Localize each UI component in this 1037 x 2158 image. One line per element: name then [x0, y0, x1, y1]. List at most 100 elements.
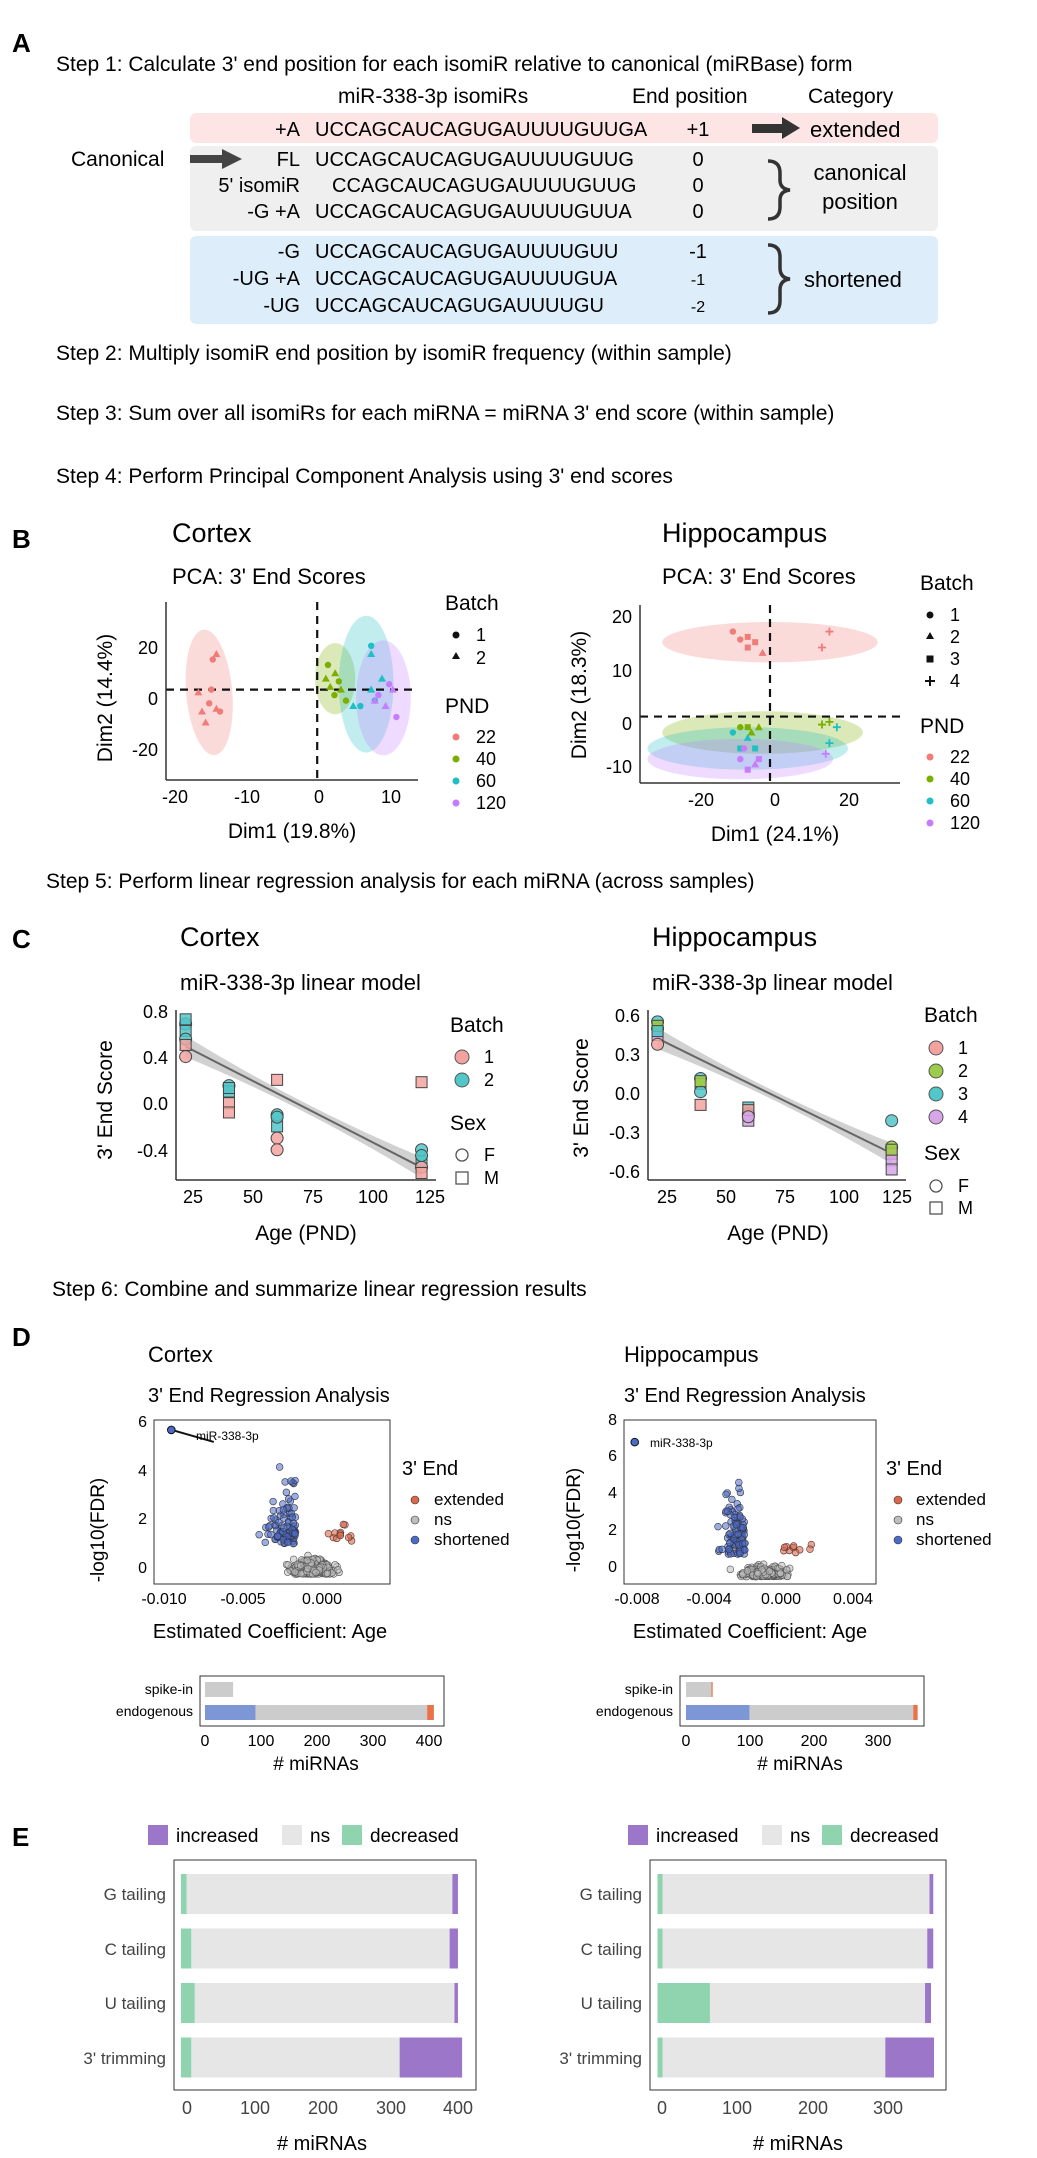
legend-label: increased [656, 1826, 738, 1847]
volcano-hippocampus: Hippocampus 3' End Regression Analysis -… [564, 1342, 992, 1775]
isomir-row: -UG +A UCCAGCAUCAGUGAUUUUGUA -1 [233, 268, 705, 290]
volcano-y-axis-label: -log10(FDR) [564, 1468, 585, 1573]
legend-swatch-icon [628, 1825, 648, 1845]
header-category: Category [808, 85, 894, 108]
legend-batch-icon [928, 1086, 944, 1102]
data-point [393, 713, 400, 721]
isomir-row: FL UCCAGCAUCAGUGAUUUUGUUG 0 [277, 149, 704, 171]
data-point [270, 1131, 284, 1145]
data-point [288, 1513, 297, 1521]
y-tick-label: -10 [606, 757, 632, 777]
bar-x-axis-label: # miRNAs [273, 1754, 359, 1775]
bar-segment [399, 2037, 463, 2078]
data-point [206, 700, 213, 707]
y-tick-label: 4 [608, 1485, 617, 1502]
panel-c: Step 5: Perform linear regression analys… [12, 870, 978, 1245]
data-point [303, 1556, 311, 1565]
legend-dot-icon [926, 819, 934, 827]
x-tick-label: 50 [243, 1187, 263, 1207]
data-point [275, 1518, 283, 1527]
row-label: 5' isomiR [218, 175, 300, 197]
row-end-position: -1 [691, 272, 705, 289]
y-tick-label: -0.6 [609, 1162, 640, 1182]
bar-category-label: U tailing [581, 1994, 642, 2013]
legend-label: 3 [950, 649, 960, 669]
data-point [304, 1564, 312, 1573]
data-point [776, 1569, 785, 1577]
data-point [734, 1505, 742, 1513]
pca-region-title: Cortex [172, 518, 252, 548]
y-tick-label: 6 [608, 1448, 617, 1465]
lm-marks [648, 1010, 906, 1180]
legend-label: ns [790, 1826, 810, 1847]
extended-box [190, 113, 938, 143]
data-point [349, 702, 358, 710]
legend-label: M [958, 1198, 973, 1218]
bar-segment [452, 1874, 458, 1914]
legend-dot-icon [893, 1515, 903, 1525]
bar-segment [657, 1874, 663, 1914]
bar-x-axis-label: # miRNAs [277, 2133, 367, 2155]
bar-category-label: U tailing [105, 1994, 166, 2013]
canonical-brace [767, 159, 791, 221]
bar-segment [180, 1983, 195, 2023]
lm-subtitle: miR-338-3p linear model [180, 970, 421, 995]
x-tick-label: -0.004 [686, 1591, 731, 1608]
data-point [722, 1522, 730, 1530]
bar-category-label: G tailing [104, 1885, 166, 1904]
data-point [651, 1025, 664, 1038]
confidence-ellipse [662, 622, 878, 663]
y-tick-label: 2 [608, 1522, 617, 1539]
data-point [825, 717, 834, 726]
category-shortened: shortened [804, 267, 902, 292]
row-label: FL [277, 149, 300, 171]
legend-batch-icon [454, 1049, 470, 1065]
data-point [296, 1561, 305, 1570]
legend-swatch-icon [822, 1825, 842, 1845]
data-point [758, 648, 767, 656]
legend-label: increased [176, 1826, 258, 1847]
pca-region-title: Hippocampus [662, 518, 827, 548]
legend-dot-icon [410, 1515, 420, 1525]
data-point [326, 682, 335, 690]
x-tick-label: 300 [360, 1733, 387, 1750]
pca-subtitle: PCA: 3' End Scores [662, 564, 856, 589]
data-point [651, 1037, 665, 1051]
y-tick-label: -20 [132, 740, 158, 760]
legend-label: 120 [950, 813, 980, 833]
legend-title: PND [445, 695, 489, 718]
y-tick-label: -0.3 [609, 1123, 640, 1143]
panel-b-letter: B [12, 524, 31, 554]
legend-batch-icon [928, 1063, 944, 1079]
bar-category-label: spike-in [145, 1681, 193, 1697]
data-point [832, 723, 841, 732]
legend-dot-icon [410, 1495, 420, 1505]
row-sequence: UCCAGCAUCAGUGAUUUUGUU [315, 241, 618, 263]
pca-cortex: Cortex PCA: 3' End Scores Dim2 (14.4%) 2… [94, 518, 506, 843]
isomir-row: 5' isomiR CCAGCAUCAGUGAUUUUGUUG 0 [218, 175, 703, 197]
x-tick-label: 200 [304, 1733, 331, 1750]
confidence-ellipse [356, 640, 411, 756]
count-bar-segment [686, 1682, 712, 1697]
data-point [324, 1530, 333, 1538]
data-point [255, 1531, 263, 1539]
data-point [291, 1568, 299, 1576]
lm-y-axis-label: 3' End Score [570, 1038, 593, 1158]
volcano-x-axis-label: Estimated Coefficient: Age [153, 1621, 387, 1643]
data-point [179, 1038, 192, 1051]
data-point [885, 1143, 898, 1156]
x-tick-label: 20 [839, 790, 859, 810]
data-point [726, 1529, 734, 1538]
data-point [740, 745, 748, 752]
confidence-ellipse [647, 727, 848, 770]
data-point [198, 707, 206, 715]
data-point [747, 728, 756, 736]
data-point [722, 1490, 730, 1499]
row-label: -G [278, 241, 300, 263]
data-point [270, 1514, 278, 1522]
data-point [283, 1568, 292, 1576]
data-point [778, 1561, 786, 1570]
legend-label: decreased [370, 1826, 459, 1847]
bar-category-label: 3' trimming [83, 2049, 166, 2068]
bar-category-label: C tailing [581, 1940, 642, 1959]
